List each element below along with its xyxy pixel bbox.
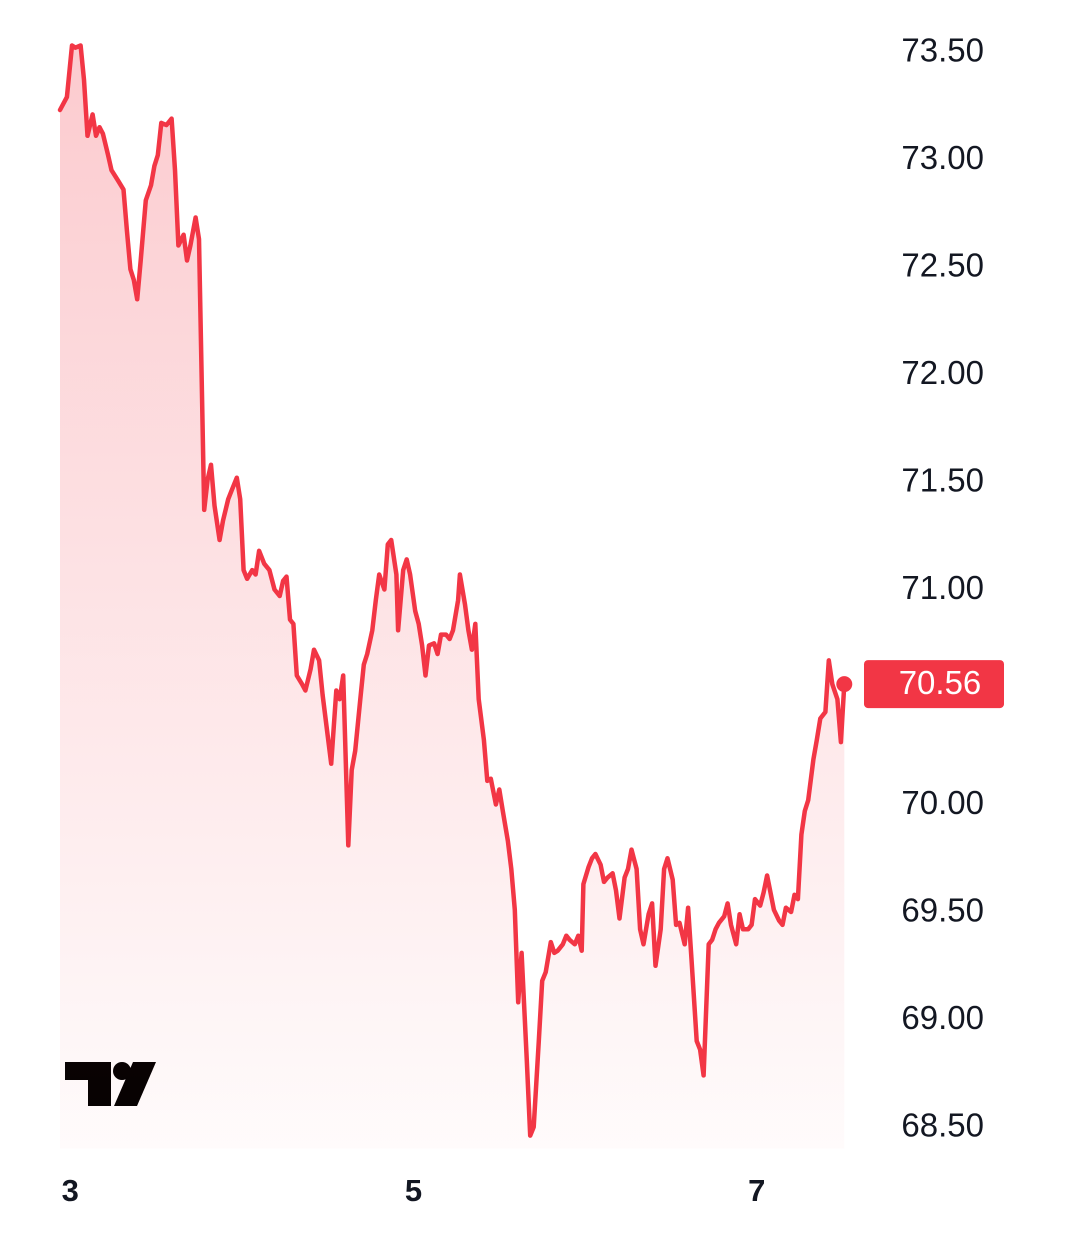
y-tick-label: 72.00 [901, 354, 984, 391]
x-tick-label: 5 [405, 1173, 422, 1208]
y-tick-label: 70.00 [901, 784, 984, 821]
last-price-box [864, 660, 1004, 709]
y-tick-label: 71.00 [901, 569, 984, 606]
y-tick-label: 73.50 [901, 32, 984, 69]
area [60, 45, 845, 1149]
y-tick-label: 69.00 [901, 999, 984, 1036]
last-price-label: 70.56 [899, 664, 982, 701]
y-tick-label: 72.50 [901, 247, 984, 284]
x-tick-label: 7 [748, 1173, 765, 1208]
last-point [836, 676, 853, 693]
x-tick-label: 3 [62, 1173, 79, 1208]
y-tick-label: 68.50 [901, 1107, 984, 1144]
y-tick-label: 71.50 [901, 462, 984, 499]
y-tick-label: 69.50 [901, 892, 984, 929]
price-line [57, 43, 847, 1138]
y-tick-label: 73.00 [901, 139, 984, 176]
